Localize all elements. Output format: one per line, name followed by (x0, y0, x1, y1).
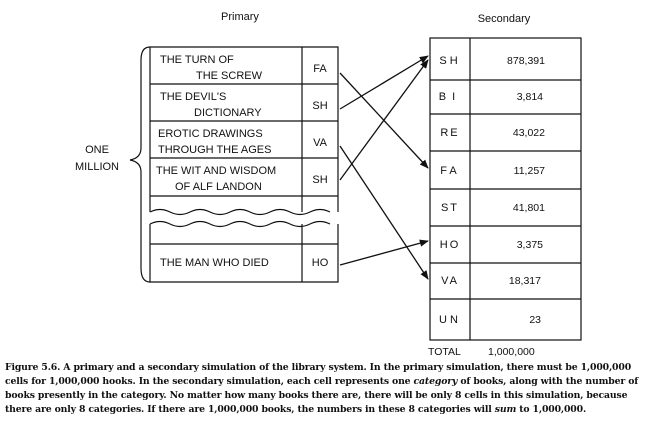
primary-row-2-title: THE DEVIL'S (160, 91, 226, 103)
secondary-row-sh-code: SH (439, 55, 460, 67)
one-million-brace (129, 46, 151, 283)
figure-caption: Figure 5.6. A primary and a secondary si… (5, 361, 653, 417)
secondary-row-bi-code: BI (439, 91, 461, 103)
primary-row-2-title-2: DICTIONARY (194, 107, 262, 119)
secondary-row-va-code: VA (441, 275, 459, 287)
caption-emphasis-category: category (413, 376, 458, 387)
secondary-row-ho-count: 3,375 (517, 239, 543, 251)
primary-row-3-title: EROTIC DRAWINGS (158, 128, 263, 140)
arrow-va-to-va (339, 145, 429, 280)
primary-row-4-code: SH (312, 174, 327, 186)
secondary-row-sh-count: 878,391 (507, 55, 545, 67)
one-million-label-line2: MILLION (75, 161, 119, 173)
secondary-title: Secondary (478, 13, 531, 25)
secondary-row-st-count: 41,801 (513, 202, 545, 214)
primary-title: Primary (221, 11, 259, 23)
primary-row-3-title-2: THROUGH THE AGES (158, 144, 271, 156)
primary-row-1-title: THE TURN OF (160, 54, 234, 66)
secondary-row-st-code: ST (441, 202, 459, 214)
library-simulation-diagram: Primary Secondary ONE MILLION THE TURN O… (75, 11, 582, 358)
primary-row-1-title-2: THE SCREW (196, 70, 263, 82)
primary-row-4-title-2: OF ALF LANDON (175, 181, 262, 193)
secondary-row-un-count: 23 (529, 314, 541, 326)
caption-text-1: Figure 5.6. A primary and a secondary si… (5, 362, 632, 387)
secondary-table (429, 37, 582, 341)
secondary-row-ho-code: HO (440, 239, 461, 251)
primary-table (149, 46, 339, 283)
total-label: TOTAL (428, 346, 461, 358)
caption-text-3: to 1,000,000. (516, 404, 587, 415)
secondary-row-re-count: 43,022 (513, 127, 545, 139)
secondary-row-fa-count: 11,257 (514, 165, 545, 177)
caption-emphasis-sum: sum (494, 404, 517, 415)
mapping-arrows (339, 55, 429, 280)
secondary-row-un-code: UN (439, 314, 461, 326)
secondary-row-fa-code: FA (440, 165, 459, 177)
total-value: 1,000,000 (488, 346, 535, 358)
primary-row-5-code: HO (312, 257, 329, 269)
secondary-row-bi-count: 3,814 (517, 91, 543, 103)
secondary-row-re-code: RE (440, 127, 459, 139)
primary-row-1-code: FA (313, 63, 327, 75)
primary-row-2-code: SH (312, 100, 327, 112)
arrow-sh-to-sh-2 (339, 59, 429, 181)
primary-row-4-title: THE WIT AND WISDOM (156, 165, 276, 177)
arrow-ho-to-ho (339, 239, 429, 266)
secondary-row-va-count: 18,317 (509, 275, 541, 287)
caption-text-2: of books, along with the number of books… (5, 376, 639, 415)
one-million-label-line1: ONE (85, 144, 109, 156)
arrow-sh-to-sh-1 (339, 55, 429, 110)
primary-row-3-code: VA (313, 137, 328, 149)
primary-row-5-title: THE MAN WHO DIED (160, 257, 269, 269)
